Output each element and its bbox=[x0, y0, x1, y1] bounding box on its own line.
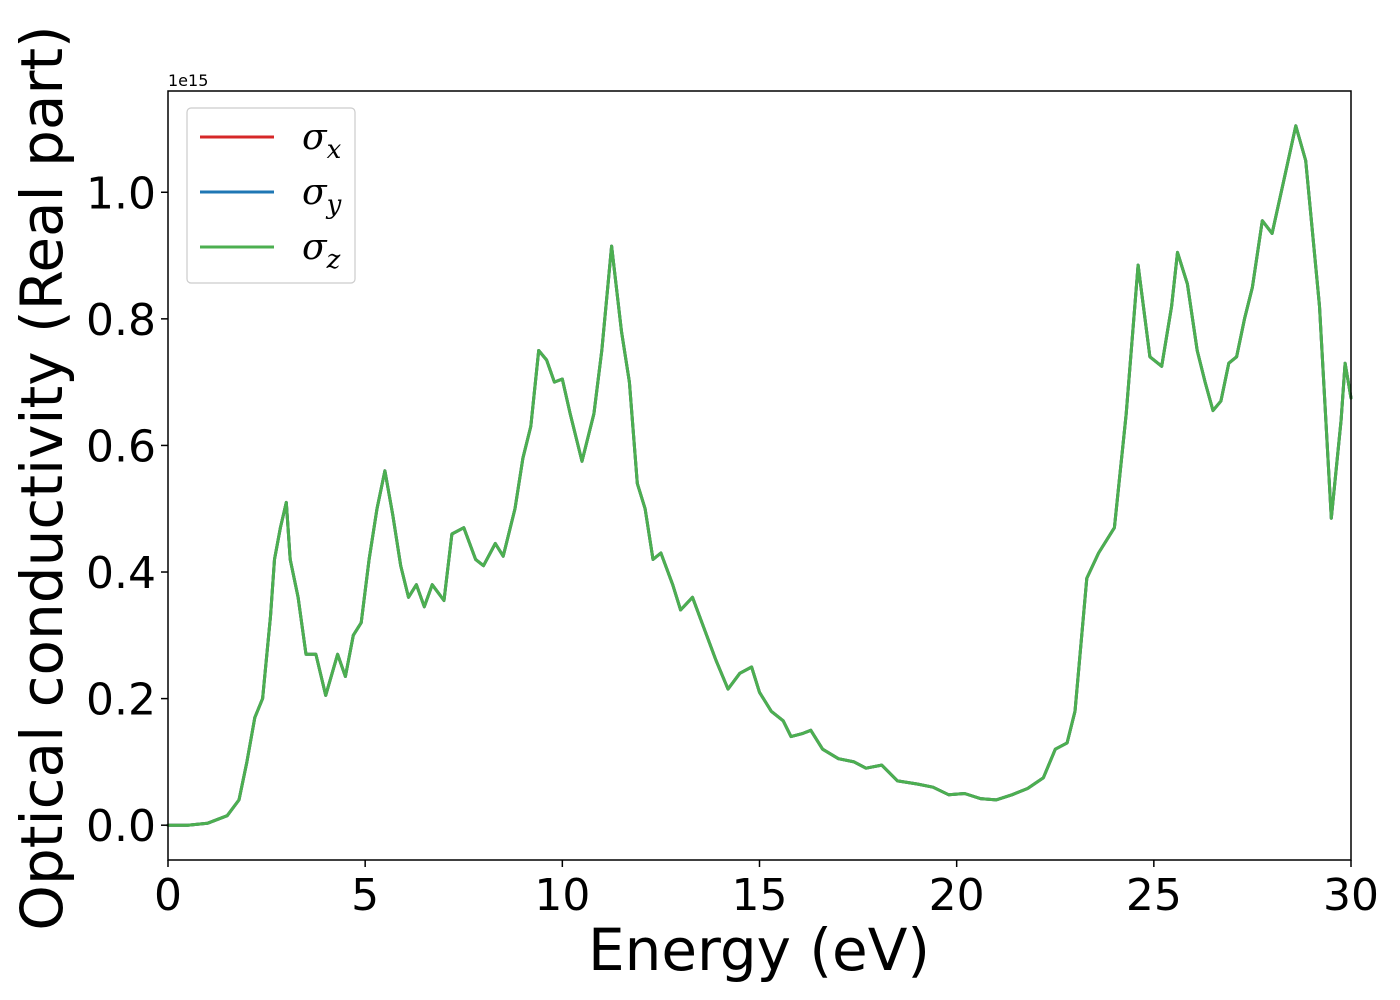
y-tick-label: 0.8 bbox=[86, 295, 156, 346]
y-tick-label: 0.0 bbox=[86, 801, 156, 852]
x-tick-label: 15 bbox=[732, 870, 788, 921]
x-tick-label: 5 bbox=[351, 870, 379, 921]
y-axis-title: Optical conductivity (Real part) bbox=[8, 25, 76, 930]
y-axis-ticks: 0.0 0.2 0.4 0.6 0.8 1.0 bbox=[86, 168, 168, 852]
x-axis-ticks: 0 5 10 15 20 25 30 bbox=[154, 860, 1379, 921]
x-tick-label: 30 bbox=[1323, 870, 1379, 921]
x-axis-title: Energy (eV) bbox=[588, 916, 930, 984]
x-tick-label: 0 bbox=[154, 870, 182, 921]
y-tick-label: 0.6 bbox=[86, 421, 156, 472]
x-tick-label: 10 bbox=[534, 870, 590, 921]
y-tick-label: 0.4 bbox=[86, 548, 156, 599]
y-tick-label: 0.2 bbox=[86, 675, 156, 726]
legend-label-z: σz bbox=[302, 227, 341, 275]
x-tick-label: 25 bbox=[1126, 870, 1182, 921]
legend-box bbox=[186, 107, 356, 284]
y-tick-label: 1.0 bbox=[86, 168, 156, 219]
legend-label-y: σy bbox=[302, 172, 342, 220]
legend-label-x: σx bbox=[302, 117, 342, 165]
series-lines bbox=[166, 124, 1353, 827]
legend: σx σy σz bbox=[186, 107, 356, 284]
y-offset-label: 1e15 bbox=[168, 71, 208, 90]
x-tick-label: 20 bbox=[929, 870, 985, 921]
series-line-z bbox=[166, 124, 1353, 827]
